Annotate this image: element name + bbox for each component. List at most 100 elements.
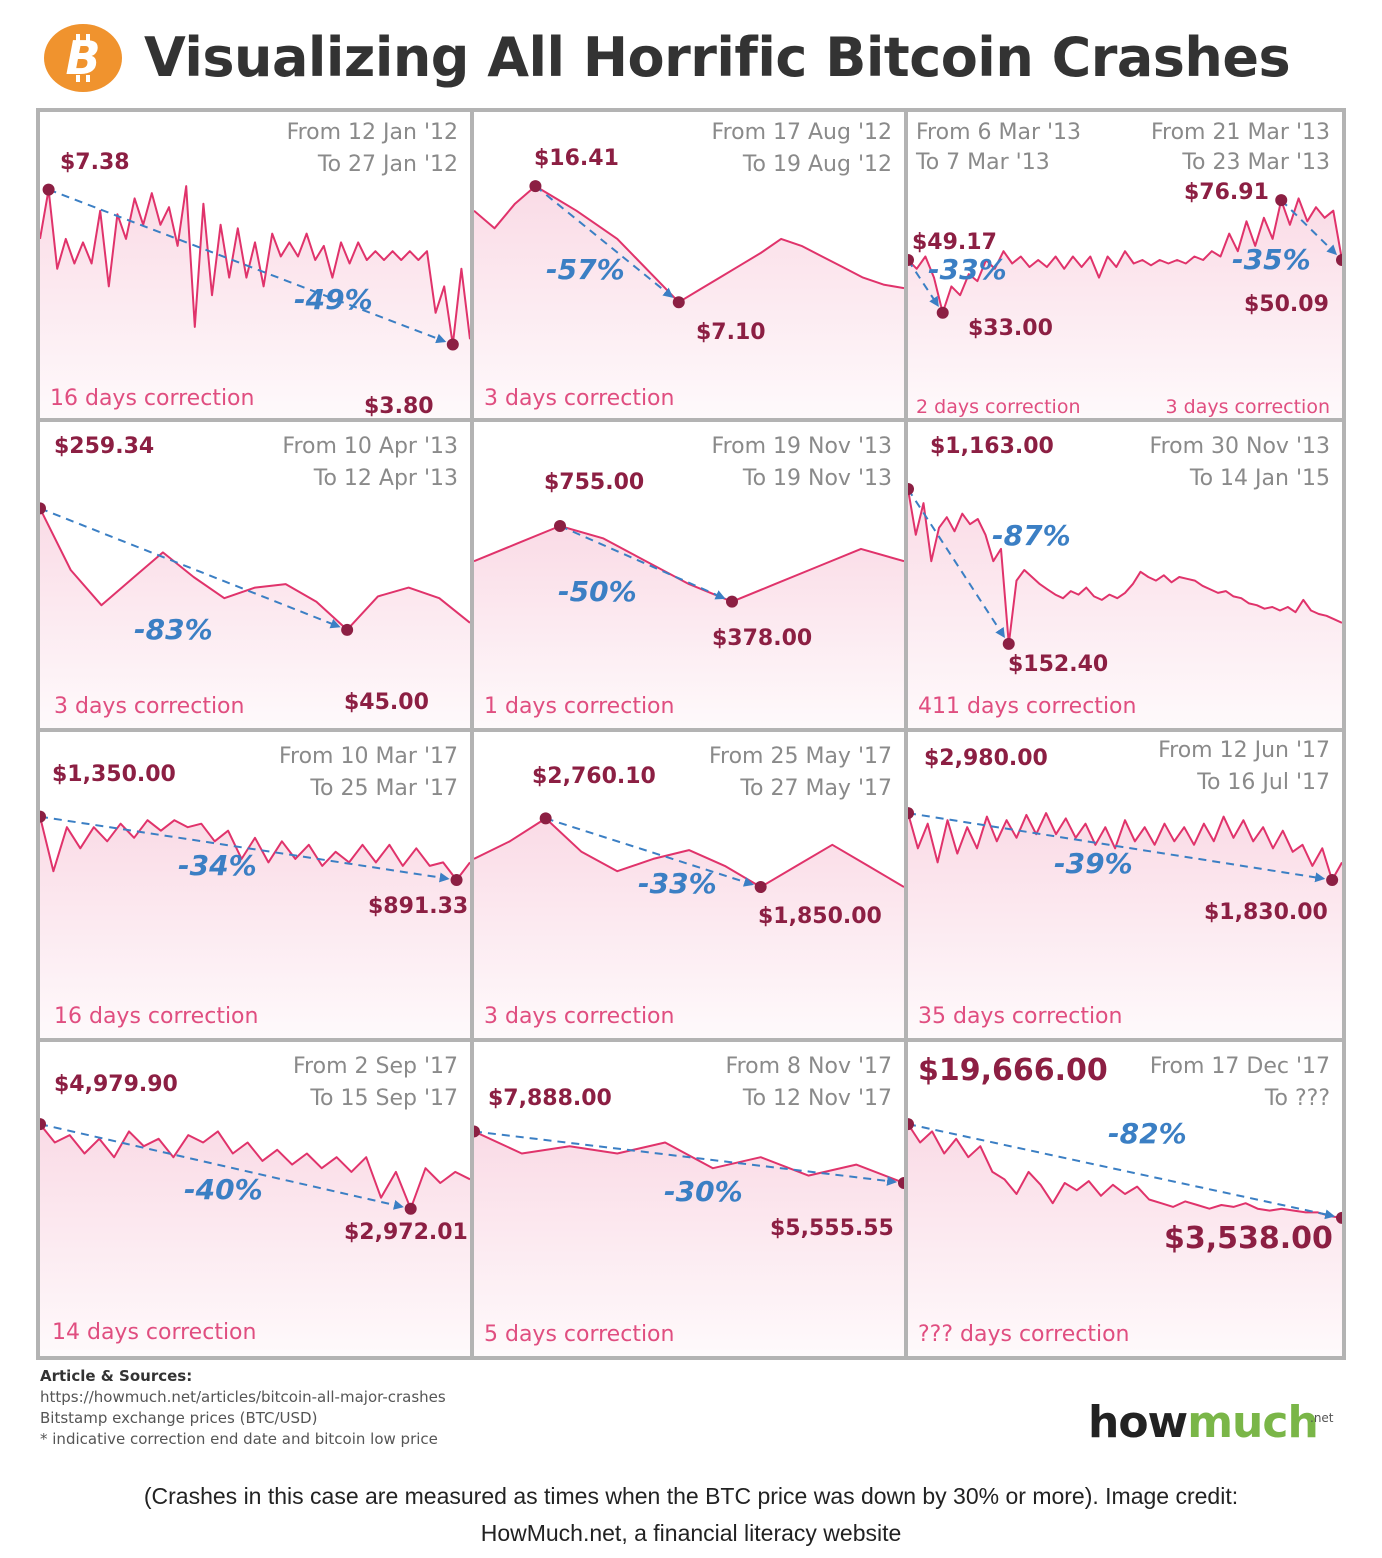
drop-percent: -87% [992,519,1071,552]
price-chart [40,810,470,1038]
low-price: $152.40 [1008,652,1109,677]
drop-percent: -33% [638,867,717,900]
date-from: From 19 Nov '13 [711,434,892,459]
chart-panel-2017-may: From 25 May '17 To 27 May '17 $2,760.10 … [474,732,904,1038]
peak-price: $49.17 [912,230,997,255]
date-to: To 27 May '17 [740,776,892,801]
peak-price: $1,163.00 [930,434,1054,459]
crash-arrow [908,488,1005,639]
logo-how: how [1088,1397,1188,1448]
low-price: $1,830.00 [1204,900,1328,925]
correction-duration: 35 days correction [918,1004,1123,1029]
peak-dot [529,180,542,193]
peak-dot [908,254,914,266]
low-price: $2,972.01 [344,1220,468,1245]
price-line [474,185,904,304]
peak-dot [40,1118,46,1131]
peak-price: $2,980.00 [924,746,1048,771]
chart-panel-2013-nov: From 19 Nov '13 To 19 Nov '13 $755.00 $3… [474,422,904,728]
price-chart [474,520,904,728]
price-line [40,1123,470,1210]
crash-arrow [908,1123,1336,1220]
crash-arrow [40,1123,404,1210]
correction-duration: 2 days correction [916,396,1081,418]
source-note: * indicative correction end date and bit… [40,1430,438,1448]
sources-heading: Article & Sources: [40,1367,193,1385]
date-to: To 14 Jan '15 [1189,466,1330,491]
price-chart [908,807,1342,1038]
area-fill [908,489,1342,728]
logo-much: much [1187,1397,1319,1448]
peak-dot-second [1275,194,1288,207]
drop-percent: -57% [546,253,625,286]
date-to: To 19 Nov '13 [742,466,892,491]
caption-line-1: (Crashes in this case are measured as ti… [143,1483,1239,1509]
correction-duration: 3 days correction [484,1004,675,1029]
correction-duration: 3 days correction [54,694,245,719]
low-price: $1,850.00 [758,904,882,929]
crash-arrow [908,812,1326,883]
crash-arrow [908,259,939,307]
low-dot [446,338,459,351]
drop-percent: -50% [558,575,637,608]
date-to: To 12 Nov '17 [742,1086,892,1111]
low-dot [936,306,949,319]
chart-panel-2017-dec: From 17 Dec '17 To ??? $19,666.00 $3,538… [908,1042,1342,1356]
drop-percent: -33% [928,253,1007,286]
logo-net: .net [1310,1411,1334,1425]
chart-panel-2013-mar: From 6 Mar '13 To 7 Mar '13 From 21 Mar … [908,112,1342,418]
low-dot [754,881,767,894]
price-chart [40,183,470,418]
date-from: From 10 Apr '13 [282,434,458,459]
chart-panel-2017-nov: From 8 Nov '17 To 12 Nov '17 $7,888.00 $… [474,1042,904,1356]
chart-panel-2013-2015: From 30 Nov '13 To 14 Jan '15 $1,163.00 … [908,422,1342,728]
low-dot [341,623,354,636]
low-dot [404,1202,417,1215]
drop-percent: -34% [178,849,257,882]
date-from: From 2 Sep '17 [293,1054,458,1079]
peak-price: $259.34 [54,434,155,459]
low-dot-second [1336,254,1342,266]
drop-percent-second: -35% [1232,243,1311,276]
price-line [40,185,470,346]
peak-dot [908,483,914,496]
correction-duration: 411 days correction [918,694,1137,719]
date-from: From 17 Dec '17 [1149,1054,1330,1079]
peak-dot [908,807,914,820]
drop-percent: -82% [1108,1117,1187,1150]
date-to: To 25 Mar '17 [310,776,458,801]
caption-line-2: HowMuch.net, a financial literacy websit… [480,1520,902,1546]
drop-percent: -83% [134,613,213,646]
peak-price: $7,888.00 [488,1086,612,1111]
correction-duration: 16 days correction [50,386,255,411]
low-price: $891.33 [368,894,469,919]
price-chart [908,194,1342,418]
bitcoin-icon: B [44,24,122,92]
date-from: From 8 Nov '17 [725,1054,892,1079]
source-exchange: Bitstamp exchange prices (BTC/USD) [40,1409,318,1427]
header: B Visualizing All Horrific Bitcoin Crash… [44,20,1364,96]
crash-arrow [48,188,447,344]
date-from: From 6 Mar '13 [916,120,1082,145]
correction-duration-second: 3 days correction [1165,396,1331,418]
low-price: $5,555.55 [770,1216,894,1241]
date-to: To 15 Sep '17 [310,1086,458,1111]
sources-footer: Article & Sources: https://howmuch.net/a… [40,1366,446,1450]
price-line [474,525,904,603]
price-line [908,488,1342,645]
image-caption: (Crashes in this case are measured as ti… [0,1478,1382,1552]
peak-price: $2,760.10 [532,764,656,789]
low-price: $45.00 [344,690,429,715]
low-price: $378.00 [712,626,813,651]
low-price: $7.10 [696,320,766,345]
price-chart [908,1118,1342,1356]
price-line [908,812,1342,881]
crash-chart-grid: From 12 Jan '12 To 27 Jan '12 $7.38 $3.8… [36,108,1346,1360]
peak-dot [908,1118,914,1131]
peak-dot [474,1125,480,1138]
peak-price: $4,979.90 [54,1072,178,1097]
chart-panel-2017-sep: From 2 Sep '17 To 15 Sep '17 $4,979.90 $… [40,1042,470,1356]
correction-duration: 5 days correction [484,1322,675,1347]
low-price: $33.00 [968,316,1053,341]
low-price: $3.80 [364,394,434,418]
